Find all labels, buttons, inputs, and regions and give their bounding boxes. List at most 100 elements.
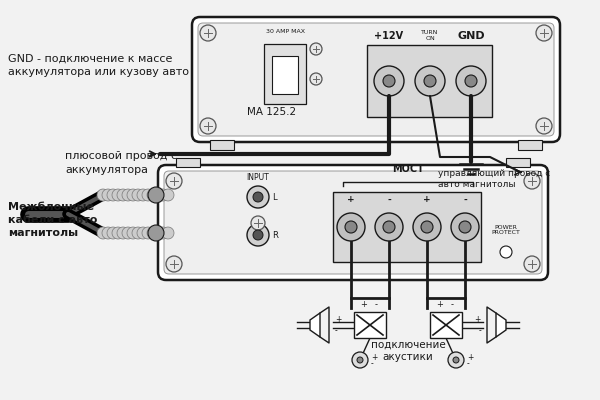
Circle shape bbox=[413, 213, 441, 241]
Circle shape bbox=[107, 227, 119, 239]
Circle shape bbox=[251, 216, 265, 230]
Circle shape bbox=[166, 256, 182, 272]
Circle shape bbox=[127, 189, 139, 201]
Circle shape bbox=[142, 227, 154, 239]
FancyBboxPatch shape bbox=[164, 171, 542, 274]
Text: -: - bbox=[374, 300, 377, 309]
Text: +: + bbox=[423, 196, 431, 204]
Circle shape bbox=[374, 66, 404, 96]
Circle shape bbox=[337, 213, 365, 241]
Circle shape bbox=[117, 189, 129, 201]
Bar bbox=[518, 140, 542, 150]
Circle shape bbox=[152, 227, 164, 239]
Circle shape bbox=[345, 221, 357, 233]
Text: +12V: +12V bbox=[374, 31, 404, 41]
Text: управляющий провод с
авто магнитолы: управляющий провод с авто магнитолы bbox=[438, 169, 550, 189]
Text: INPUT: INPUT bbox=[247, 173, 269, 182]
Text: -: - bbox=[335, 326, 338, 336]
Text: +: + bbox=[467, 354, 473, 362]
Circle shape bbox=[148, 225, 164, 241]
Circle shape bbox=[536, 118, 552, 134]
Circle shape bbox=[247, 224, 269, 246]
Text: -: - bbox=[387, 196, 391, 204]
Circle shape bbox=[310, 73, 322, 85]
Circle shape bbox=[524, 256, 540, 272]
Text: -: - bbox=[371, 360, 374, 368]
Text: -: - bbox=[467, 360, 470, 368]
Text: R: R bbox=[272, 230, 278, 240]
Bar bbox=[333, 192, 481, 262]
Text: -: - bbox=[463, 196, 467, 204]
Circle shape bbox=[415, 66, 445, 96]
Circle shape bbox=[310, 43, 322, 55]
Circle shape bbox=[500, 246, 512, 258]
Circle shape bbox=[456, 66, 486, 96]
Circle shape bbox=[122, 189, 134, 201]
Circle shape bbox=[166, 173, 182, 189]
Polygon shape bbox=[496, 313, 506, 337]
Circle shape bbox=[536, 25, 552, 41]
Circle shape bbox=[152, 189, 164, 201]
Circle shape bbox=[421, 221, 433, 233]
Bar bbox=[354, 312, 386, 338]
Circle shape bbox=[200, 25, 216, 41]
FancyBboxPatch shape bbox=[158, 165, 548, 280]
Text: GND: GND bbox=[457, 31, 485, 41]
Circle shape bbox=[117, 227, 129, 239]
FancyBboxPatch shape bbox=[198, 23, 554, 136]
Bar bbox=[210, 140, 234, 150]
Text: POWER
PROTECT: POWER PROTECT bbox=[491, 225, 520, 235]
Circle shape bbox=[357, 357, 363, 363]
Circle shape bbox=[424, 75, 436, 87]
Circle shape bbox=[112, 189, 124, 201]
Circle shape bbox=[253, 230, 263, 240]
Circle shape bbox=[97, 227, 109, 239]
Circle shape bbox=[107, 189, 119, 201]
Circle shape bbox=[383, 221, 395, 233]
Text: +: + bbox=[371, 354, 377, 362]
Text: плюсовой провод с
аккумулятора: плюсовой провод с аккумулятора bbox=[65, 151, 177, 174]
Bar bbox=[272, 56, 298, 94]
Circle shape bbox=[127, 227, 139, 239]
Circle shape bbox=[200, 118, 216, 134]
Circle shape bbox=[122, 227, 134, 239]
Circle shape bbox=[465, 75, 477, 87]
Circle shape bbox=[137, 189, 149, 201]
Circle shape bbox=[102, 227, 114, 239]
Bar bbox=[506, 158, 530, 167]
Circle shape bbox=[352, 352, 368, 368]
Text: МА 125.2: МА 125.2 bbox=[247, 107, 296, 117]
Circle shape bbox=[459, 221, 471, 233]
Text: -: - bbox=[451, 300, 454, 309]
Circle shape bbox=[383, 75, 395, 87]
Circle shape bbox=[112, 227, 124, 239]
Text: GND - подключение к массе
аккумулятора или кузову авто: GND - подключение к массе аккумулятора и… bbox=[8, 53, 189, 77]
Polygon shape bbox=[310, 313, 320, 337]
Text: +: + bbox=[335, 314, 341, 324]
Circle shape bbox=[147, 189, 159, 201]
Circle shape bbox=[162, 227, 174, 239]
Circle shape bbox=[132, 189, 144, 201]
Circle shape bbox=[247, 186, 269, 208]
Circle shape bbox=[132, 227, 144, 239]
Circle shape bbox=[448, 352, 464, 368]
Text: +: + bbox=[361, 300, 367, 309]
Bar bbox=[430, 312, 462, 338]
Text: -: - bbox=[478, 326, 481, 336]
Circle shape bbox=[148, 187, 164, 203]
Text: МОСТ: МОСТ bbox=[392, 164, 424, 174]
Text: подключение
акустики: подключение акустики bbox=[371, 340, 445, 362]
Text: L: L bbox=[272, 192, 277, 202]
Text: Межблочные
кабели с авто
магнитолы: Межблочные кабели с авто магнитолы bbox=[8, 202, 97, 238]
Text: +: + bbox=[475, 314, 481, 324]
Circle shape bbox=[142, 189, 154, 201]
Circle shape bbox=[451, 213, 479, 241]
Circle shape bbox=[147, 227, 159, 239]
FancyBboxPatch shape bbox=[192, 17, 560, 142]
Bar bbox=[176, 158, 200, 167]
Text: +: + bbox=[347, 196, 355, 204]
Circle shape bbox=[137, 227, 149, 239]
Bar bbox=[367, 45, 492, 117]
Circle shape bbox=[253, 192, 263, 202]
Bar bbox=[264, 44, 306, 104]
